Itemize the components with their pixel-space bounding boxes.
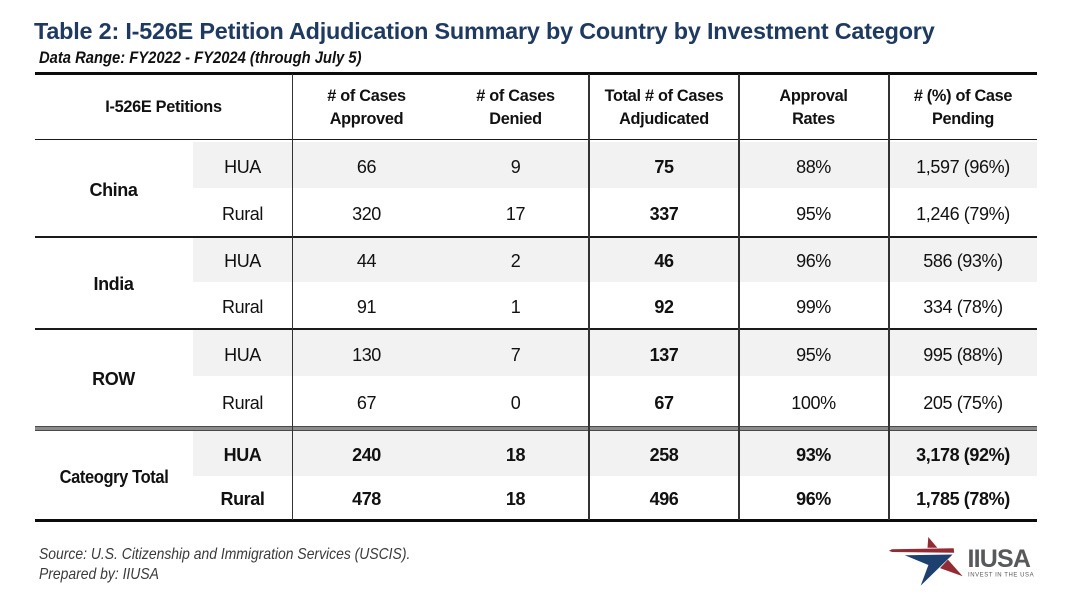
svg-text:INVEST IN THE USA: INVEST IN THE USA bbox=[968, 573, 1034, 579]
svg-text:IIUSA: IIUSA bbox=[968, 545, 1031, 573]
